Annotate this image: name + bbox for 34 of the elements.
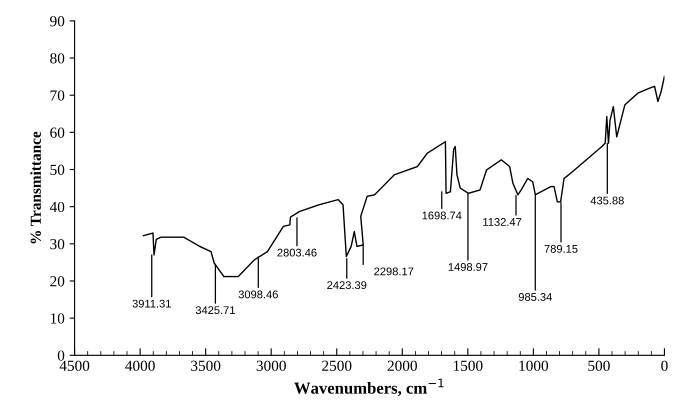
annotation: 3098.46	[238, 290, 278, 298]
annotation: 1698.74	[422, 212, 462, 220]
y-tick-label: 80	[50, 53, 64, 64]
annotation: 789.15	[544, 244, 578, 253]
x-tick-label: 3000	[256, 360, 286, 371]
x-tick-label: 0	[661, 360, 668, 371]
y-tick-label: 10	[50, 313, 64, 324]
x-tick-label: 4000	[125, 360, 155, 371]
x-tick-label: 3500	[191, 360, 220, 371]
x-tick-label: 1500	[454, 360, 483, 371]
annotation: 2298.17	[374, 267, 414, 276]
y-axis-title: % Transmittance	[30, 132, 41, 244]
x-tick-label: 500	[588, 360, 610, 371]
annotation: 435.88	[590, 196, 624, 204]
y-tick-label: 30	[50, 238, 64, 250]
x-tick-label: 2500	[322, 360, 352, 371]
annotation: 3425.71	[196, 306, 235, 314]
y-tick-label: 20	[50, 276, 64, 286]
y-tick-label: 70	[50, 90, 64, 101]
y-tick-label: 40	[50, 202, 64, 212]
annotation: 1132.47	[483, 218, 522, 226]
x-tick-label: 2000	[388, 360, 417, 371]
x-tick-label: 1000	[519, 360, 548, 371]
annotation: 2803.46	[277, 248, 317, 257]
annotation: 985.34	[518, 293, 552, 301]
annotation: 2423.39	[327, 281, 366, 290]
y-tick-label: 0	[58, 350, 64, 361]
annotation: 1498.97	[448, 263, 488, 271]
annotation: 3911.31	[132, 300, 171, 308]
x-axis-title: Wavenumbers, cm$^{−1}$	[294, 378, 444, 396]
y-tick-label: 60	[50, 128, 64, 138]
x-tick-label: 4500	[60, 360, 90, 371]
y-tick-label: 90	[50, 16, 64, 26]
y-tick-label: 50	[50, 164, 64, 175]
